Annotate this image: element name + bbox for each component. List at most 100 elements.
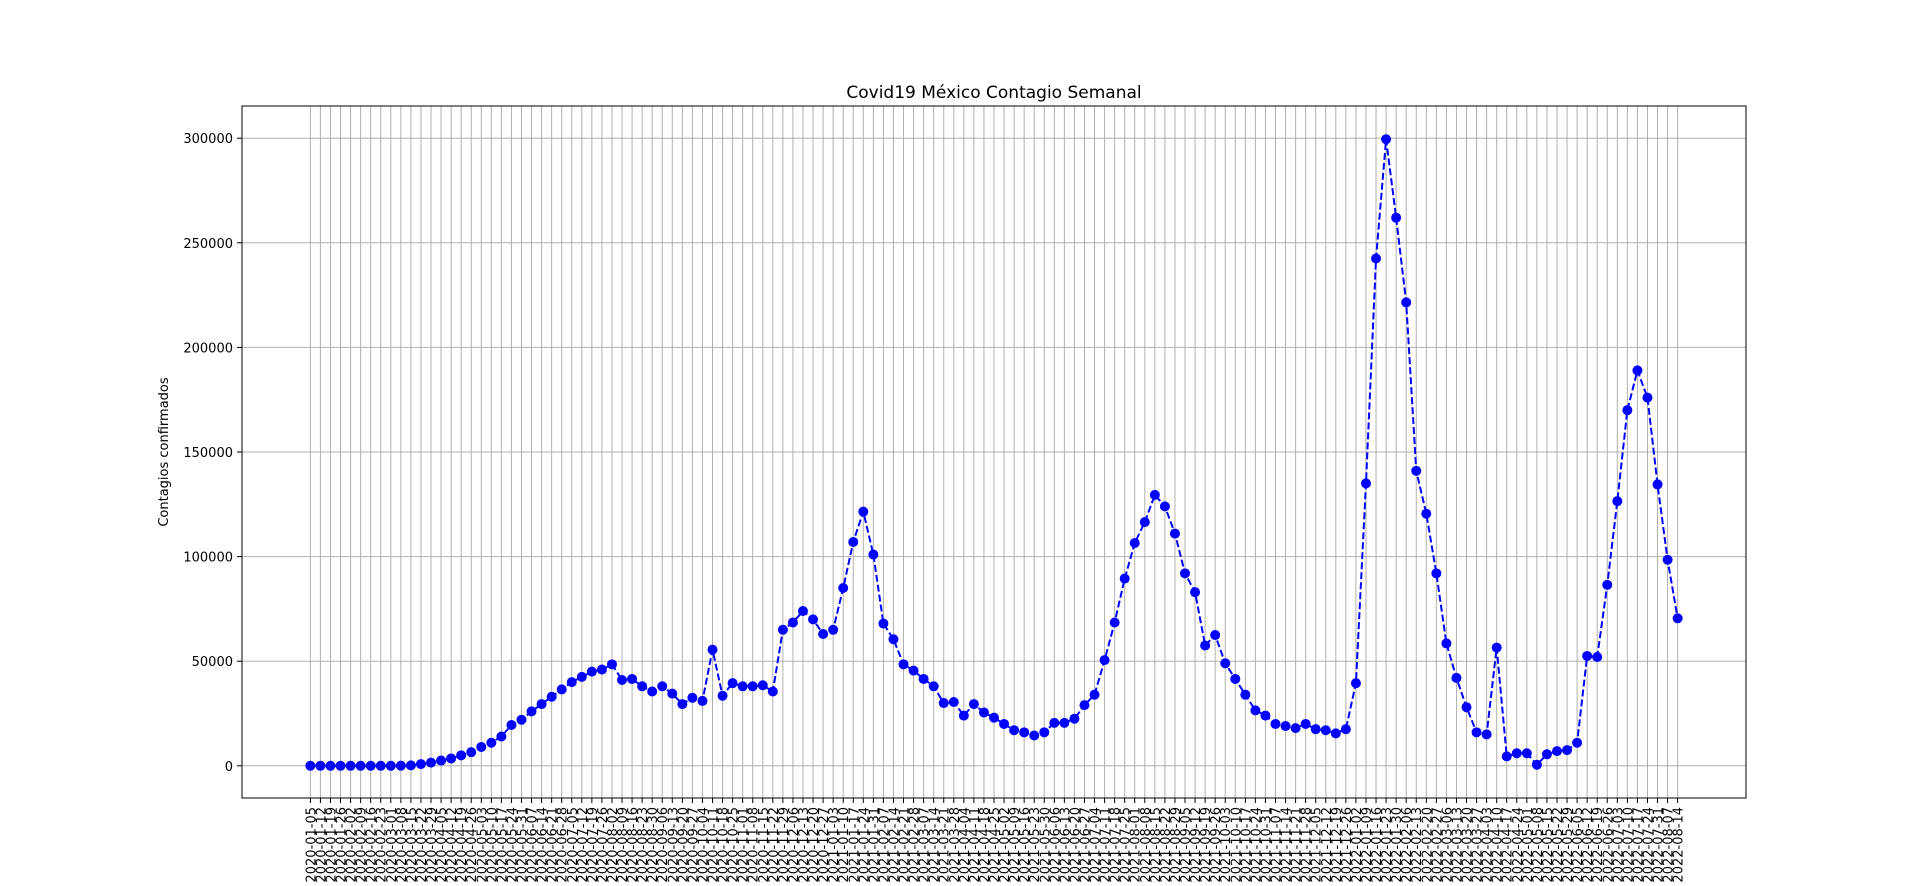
x-tick-label: 2022-06-19 — [1591, 807, 1606, 883]
x-tick-label: 2021-04-04 — [958, 807, 973, 883]
data-point — [596, 664, 607, 675]
data-point — [415, 759, 426, 770]
x-tick-label: 2020-12-13 — [797, 807, 812, 883]
x-tick-label: 2022-07-10 — [1621, 807, 1636, 883]
data-point — [978, 707, 989, 718]
x-tick-label: 2021-11-14 — [1280, 807, 1295, 883]
x-tick-label: 2020-11-08 — [747, 807, 762, 883]
x-tick-label: 2022-03-27 — [1471, 807, 1486, 883]
data-point — [446, 753, 457, 764]
x-tick-label: 2021-10-31 — [1259, 807, 1274, 883]
data-point — [1672, 613, 1683, 624]
data-point — [456, 750, 467, 761]
x-tick-label: 2020-05-31 — [515, 807, 530, 883]
x-tick-label: 2021-02-21 — [898, 807, 913, 883]
data-point — [958, 710, 969, 721]
data-point — [888, 634, 899, 645]
data-point — [1180, 568, 1191, 579]
data-point — [627, 673, 638, 684]
x-tick-label: 2020-08-09 — [616, 807, 631, 883]
data-point — [315, 760, 326, 771]
x-tick-label: 2020-02-02 — [345, 807, 360, 883]
y-tick-label: 300000 — [183, 132, 233, 147]
x-tick-label: 2022-04-10 — [1491, 807, 1506, 883]
x-tick-label: 2021-08-15 — [1149, 807, 1164, 883]
x-tick-label: 2021-12-26 — [1340, 807, 1355, 883]
data-point — [1039, 727, 1050, 738]
data-point — [566, 677, 577, 688]
x-tick-label: 2022-05-22 — [1551, 807, 1566, 883]
data-point — [1109, 617, 1120, 628]
x-tick-label: 2020-04-12 — [445, 807, 460, 883]
data-point — [1551, 746, 1562, 757]
data-point — [777, 624, 788, 635]
data-point — [1652, 479, 1663, 490]
data-point — [928, 681, 939, 692]
x-tick-label: 2022-05-15 — [1541, 807, 1556, 883]
x-tick-label: 2021-05-23 — [1028, 807, 1043, 883]
x-tick-label: 2022-06-26 — [1601, 807, 1616, 883]
x-tick-label: 2021-07-18 — [1109, 807, 1124, 883]
data-point — [797, 605, 808, 616]
x-tick-label: 2021-01-03 — [827, 807, 842, 883]
x-tick-label: 2021-06-13 — [1058, 807, 1073, 883]
data-point — [697, 695, 708, 706]
data-point — [1391, 212, 1402, 223]
x-tick-label: 2021-02-28 — [908, 807, 923, 883]
data-point — [1541, 749, 1552, 760]
data-point — [1250, 705, 1261, 716]
x-tick-label: 2021-05-02 — [998, 807, 1013, 883]
data-point — [1471, 727, 1482, 738]
x-tick-label: 2021-01-24 — [857, 807, 872, 883]
x-tick-label: 2020-05-10 — [485, 807, 500, 883]
x-tick-label: 2020-02-09 — [355, 807, 370, 883]
x-tick-label: 2022-01-16 — [1370, 807, 1385, 883]
x-tick-label: 2022-02-20 — [1420, 807, 1435, 883]
data-point — [1260, 710, 1271, 721]
data-point — [1300, 718, 1311, 729]
data-point — [546, 691, 557, 702]
x-tick-label: 2020-07-12 — [576, 807, 591, 883]
x-tick-label: 2020-12-20 — [807, 807, 822, 883]
x-tick-label: 2021-03-07 — [918, 807, 933, 883]
data-point — [667, 688, 678, 699]
x-tick-label: 2020-06-21 — [546, 807, 561, 883]
x-tick-label: 2020-03-29 — [425, 807, 440, 883]
x-tick-label: 2021-08-01 — [1129, 807, 1144, 883]
data-point — [496, 731, 507, 742]
data-point — [1421, 508, 1432, 519]
data-point — [1009, 725, 1020, 736]
data-point — [1089, 689, 1100, 700]
x-tick-label: 2020-08-30 — [646, 807, 661, 883]
data-point — [536, 699, 547, 710]
x-tick-label: 2021-03-28 — [948, 807, 963, 883]
data-point — [968, 699, 979, 710]
data-point — [1562, 745, 1573, 756]
x-tick-label: 2020-07-05 — [566, 807, 581, 883]
x-tick-label: 2022-06-05 — [1571, 807, 1586, 883]
data-point — [747, 681, 758, 692]
data-point — [576, 671, 587, 682]
x-tick-label: 2022-08-14 — [1672, 807, 1687, 883]
x-tick-label: 2022-01-23 — [1380, 807, 1395, 883]
x-tick-label: 2021-02-14 — [887, 807, 902, 883]
x-tick-label: 2021-02-07 — [877, 807, 892, 883]
data-point — [828, 624, 839, 635]
y-tick-label: 250000 — [183, 237, 233, 252]
x-tick-label: 2020-11-01 — [737, 807, 752, 883]
y-tick-label: 150000 — [183, 446, 233, 461]
data-point — [1079, 700, 1090, 711]
x-tick-label: 2020-02-16 — [365, 807, 380, 883]
x-tick-label: 2022-02-13 — [1410, 807, 1425, 883]
x-tick-label: 2022-01-30 — [1390, 807, 1405, 883]
data-point — [305, 760, 316, 771]
data-point — [999, 718, 1010, 729]
data-point — [1602, 579, 1613, 590]
data-point — [1340, 724, 1351, 735]
data-point — [436, 755, 447, 766]
x-tick-label: 2020-10-18 — [717, 807, 732, 883]
x-tick-label: 2022-07-31 — [1652, 807, 1667, 883]
data-point — [1230, 673, 1241, 684]
data-point — [1220, 658, 1231, 669]
data-point — [989, 712, 999, 723]
